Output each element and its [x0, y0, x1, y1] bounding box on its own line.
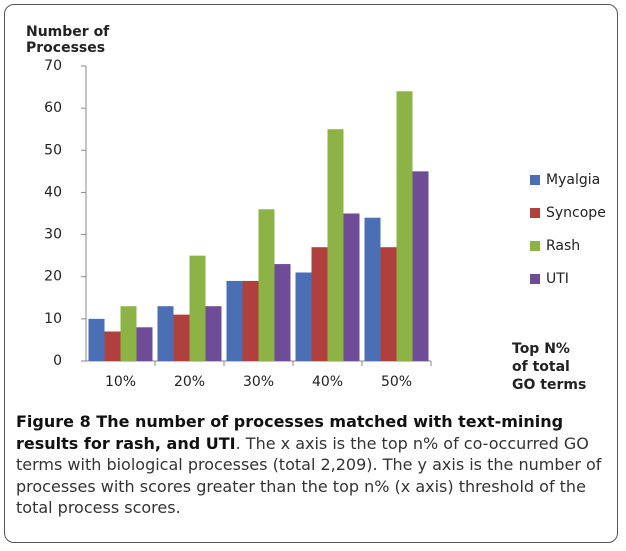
- x-tick-label: 50%: [381, 374, 412, 390]
- y-tick-label: 30: [44, 227, 62, 243]
- x-axis-title: GO terms: [512, 377, 586, 393]
- y-tick-label: 40: [44, 184, 62, 200]
- x-tick-label: 20%: [174, 374, 205, 390]
- bar: [295, 272, 312, 361]
- bar: [258, 209, 275, 361]
- bar: [88, 318, 105, 361]
- bar: [380, 247, 397, 361]
- legend-swatch: [530, 208, 540, 218]
- caption-title: Figure 8 The number of processes matched…: [16, 412, 564, 453]
- caption: Figure 8 The number of processes matched…: [16, 411, 614, 519]
- y-axis-title: Number of: [26, 24, 110, 40]
- legend-swatch: [530, 175, 540, 185]
- bar: [136, 327, 153, 361]
- figure-frame: [4, 4, 618, 543]
- bar: [242, 280, 259, 361]
- y-tick-label: 60: [44, 100, 62, 116]
- bar: [120, 306, 137, 361]
- x-axis-title: of total: [512, 359, 570, 375]
- caption-text: . The x axis is the top n% of co-occurre…: [16, 433, 602, 518]
- legend-label: Myalgia: [546, 172, 600, 188]
- bar: [173, 314, 190, 361]
- legend-label: Syncope: [546, 205, 606, 221]
- bar: [205, 306, 222, 361]
- bar: [189, 255, 206, 361]
- bar: [226, 280, 243, 361]
- x-axis-title: Top N%: [512, 341, 570, 357]
- bar: [343, 213, 360, 361]
- legend-label: UTI: [546, 271, 569, 287]
- legend-swatch: [530, 274, 540, 284]
- bar: [104, 331, 121, 361]
- bar: [412, 171, 429, 361]
- bar: [311, 247, 328, 361]
- x-tick-label: 10%: [105, 374, 136, 390]
- x-tick-label: 30%: [243, 374, 274, 390]
- y-tick-label: 20: [44, 269, 62, 285]
- bar: [364, 217, 381, 361]
- bar: [157, 306, 174, 361]
- bar: [274, 264, 291, 361]
- y-tick-label: 70: [44, 58, 62, 74]
- x-tick-label: 40%: [312, 374, 343, 390]
- bar: [327, 129, 344, 361]
- y-tick-label: 10: [44, 311, 62, 327]
- bar: [396, 91, 413, 362]
- legend-swatch: [530, 241, 540, 251]
- y-axis-title: Processes: [26, 40, 105, 56]
- legend-label: Rash: [546, 238, 580, 254]
- y-tick-label: 50: [44, 142, 62, 158]
- y-tick-label: 0: [53, 353, 62, 369]
